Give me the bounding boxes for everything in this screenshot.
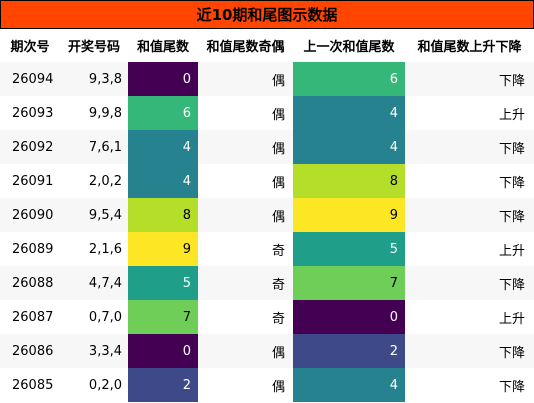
table-row: 26094 9,3,8 0 偶 6 下降 [0,62,534,96]
cell-period: 26085 [0,368,60,402]
cell-previous-sum-tail: 4 [293,130,405,164]
table-row: 26089 2,1,6 9 奇 5 上升 [0,232,534,266]
cell-period: 26094 [0,62,60,96]
cell-trend: 下降 [405,334,534,368]
cell-previous-sum-tail: 8 [293,164,405,198]
cell-previous-sum-tail: 4 [293,368,405,402]
cell-draw-numbers: 0,2,0 [60,368,128,402]
cell-period: 26089 [0,232,60,266]
cell-trend: 下降 [405,198,534,232]
cell-sum-tail: 9 [128,232,198,266]
header-previous-sum-tail: 上一次和值尾数 [303,40,395,55]
header-draw-numbers: 开奖号码 [67,40,120,55]
cell-previous-sum-tail: 7 [293,266,405,300]
cell-previous-sum-tail: 4 [293,96,405,130]
header-row: 期次号 开奖号码 和值尾数 和值尾数奇偶 上一次和值尾数 和值尾数上升下降 [0,29,534,62]
cell-previous-sum-tail: 2 [293,334,405,368]
cell-period: 26093 [0,96,60,130]
cell-draw-numbers: 9,9,8 [60,96,128,130]
cell-trend: 下降 [405,164,534,198]
table-title: 近10期和尾图示数据 [0,0,534,29]
cell-draw-numbers: 9,5,4 [60,198,128,232]
cell-draw-numbers: 3,3,4 [60,334,128,368]
table-row: 26092 7,6,1 4 偶 4 下降 [0,130,534,164]
cell-trend: 下降 [405,130,534,164]
cell-previous-sum-tail: 6 [293,62,405,96]
cell-trend: 上升 [405,232,534,266]
cell-parity: 奇 [198,300,293,334]
cell-sum-tail: 0 [128,334,198,368]
cell-trend: 下降 [405,62,534,96]
cell-draw-numbers: 4,7,4 [60,266,128,300]
header-period: 期次号 [10,40,50,55]
cell-draw-numbers: 2,0,2 [60,164,128,198]
cell-period: 26091 [0,164,60,198]
header-sum-tail-parity: 和值尾数奇偶 [206,40,285,55]
cell-draw-numbers: 9,3,8 [60,62,128,96]
cell-period: 26087 [0,300,60,334]
cell-sum-tail: 5 [128,266,198,300]
cell-period: 26088 [0,266,60,300]
cell-parity: 偶 [198,164,293,198]
cell-sum-tail: 8 [128,198,198,232]
cell-period: 26086 [0,334,60,368]
table-body: 26094 9,3,8 0 偶 6 下降 26093 9,9,8 6 偶 4 上升 26092 7,6,1… [0,62,534,402]
cell-parity: 偶 [198,96,293,130]
table-row: 26085 0,2,0 2 偶 4 下降 [0,368,534,402]
cell-draw-numbers: 2,1,6 [60,232,128,266]
table-row: 26093 9,9,8 6 偶 4 上升 [0,96,534,130]
table-row: 26086 3,3,4 0 偶 2 下降 [0,334,534,368]
header-sum-tail: 和值尾数 [136,40,189,55]
table-row: 26088 4,7,4 5 奇 7 下降 [0,266,534,300]
cell-trend: 下降 [405,368,534,402]
cell-previous-sum-tail: 0 [293,300,405,334]
table-row: 26091 2,0,2 4 偶 8 下降 [0,164,534,198]
cell-previous-sum-tail: 9 [293,198,405,232]
cell-sum-tail: 0 [128,62,198,96]
table-row: 26087 0,7,0 7 奇 0 上升 [0,300,534,334]
cell-period: 26092 [0,130,60,164]
cell-sum-tail: 2 [128,368,198,402]
cell-period: 26090 [0,198,60,232]
table-row: 26090 9,5,4 8 偶 9 下降 [0,198,534,232]
cell-parity: 奇 [198,266,293,300]
cell-draw-numbers: 0,7,0 [60,300,128,334]
cell-sum-tail: 4 [128,130,198,164]
cell-parity: 奇 [198,232,293,266]
cell-parity: 偶 [198,334,293,368]
cell-trend: 上升 [405,96,534,130]
cell-parity: 偶 [198,130,293,164]
cell-sum-tail: 7 [128,300,198,334]
cell-trend: 下降 [405,266,534,300]
cell-parity: 偶 [198,368,293,402]
header-sum-tail-trend: 和值尾数上升下降 [417,40,522,55]
cell-draw-numbers: 7,6,1 [60,130,128,164]
cell-trend: 上升 [405,300,534,334]
cell-parity: 偶 [198,62,293,96]
cell-sum-tail: 4 [128,164,198,198]
cell-sum-tail: 6 [128,96,198,130]
cell-parity: 偶 [198,198,293,232]
cell-previous-sum-tail: 5 [293,232,405,266]
lottery-tail-table: 期次号 开奖号码 和值尾数 和值尾数奇偶 上一次和值尾数 和值尾数上升下降 26… [0,29,534,402]
